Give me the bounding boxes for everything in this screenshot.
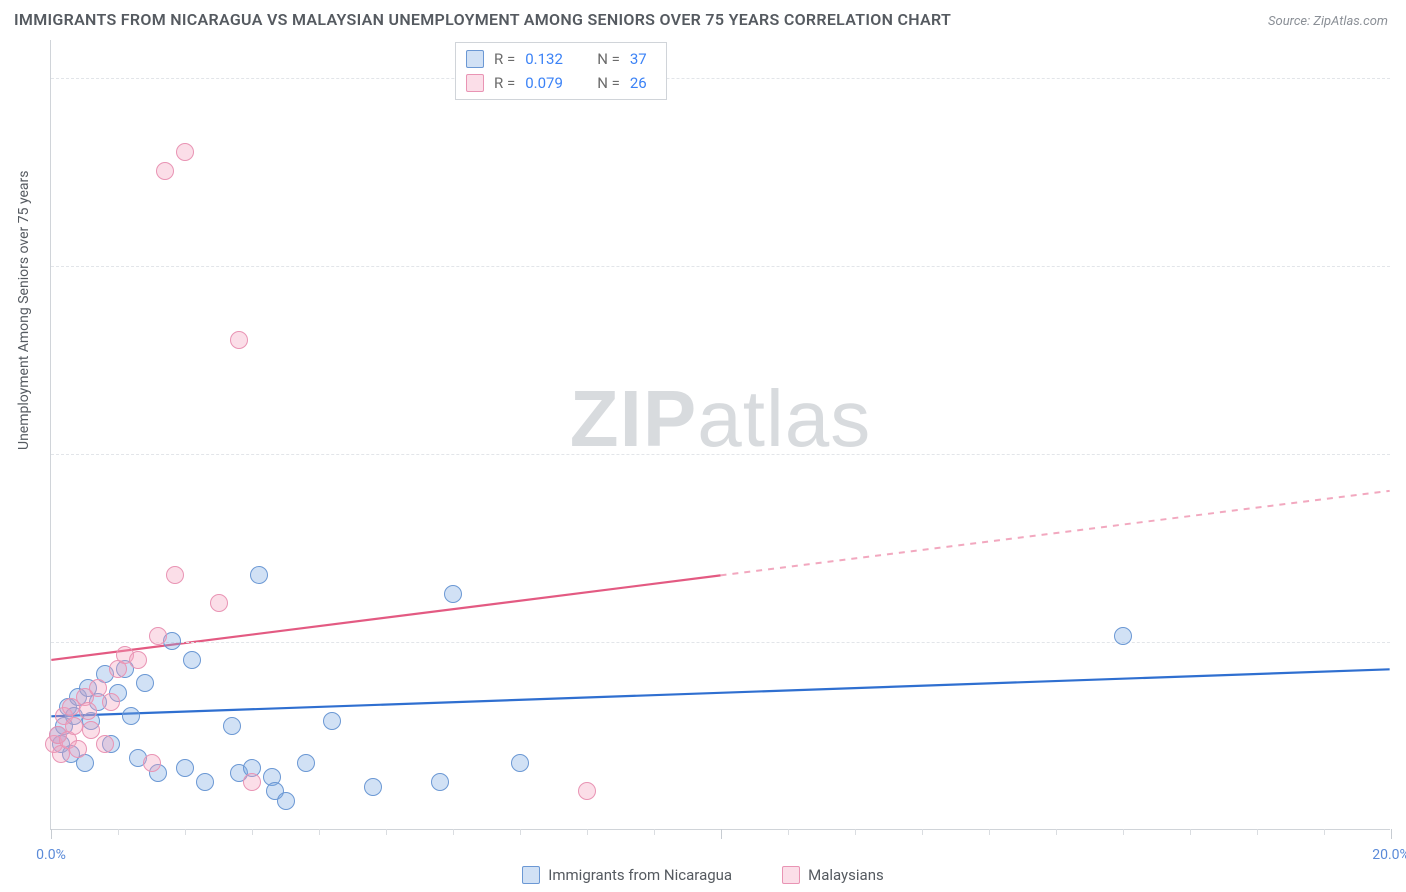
data-point-malaysians xyxy=(210,594,228,612)
legend-row-nicaragua: R = 0.132 N = 37 xyxy=(466,47,656,71)
x-tick-label: 20.0% xyxy=(1372,847,1406,863)
x-tick-minor xyxy=(654,829,655,835)
x-tick-minor xyxy=(252,829,253,835)
data-point-malaysians xyxy=(69,740,87,758)
x-tick-minor xyxy=(1257,829,1258,835)
x-tick-major xyxy=(1391,829,1392,839)
n-label: N = xyxy=(597,47,620,71)
series-legend: Immigrants from Nicaragua Malaysians xyxy=(0,866,1406,884)
watermark-light: atlas xyxy=(697,374,871,463)
y-tick-label: 80.0% xyxy=(1394,70,1406,86)
n-label: N = xyxy=(597,71,620,95)
correlation-legend: R = 0.132 N = 37 R = 0.079 N = 26 xyxy=(455,42,667,100)
trend-lines xyxy=(51,40,1390,829)
data-point-malaysians xyxy=(129,651,147,669)
data-point-malaysians xyxy=(82,721,100,739)
source-attribution: Source: ZipAtlas.com xyxy=(1268,14,1388,29)
x-tick-minor xyxy=(855,829,856,835)
data-point-nicaragua xyxy=(196,773,214,791)
data-point-malaysians xyxy=(166,566,184,584)
x-tick-minor xyxy=(1190,829,1191,835)
x-tick-minor xyxy=(788,829,789,835)
data-point-malaysians xyxy=(143,754,161,772)
data-point-nicaragua xyxy=(511,754,529,772)
y-tick-label: 60.0% xyxy=(1394,258,1406,274)
legend-item-malaysians: Malaysians xyxy=(782,866,884,884)
data-point-nicaragua xyxy=(250,566,268,584)
data-point-malaysians xyxy=(149,627,167,645)
data-point-nicaragua xyxy=(176,759,194,777)
legend-row-malaysians: R = 0.079 N = 26 xyxy=(466,71,656,95)
n-value: 26 xyxy=(630,71,656,95)
x-tick-minor xyxy=(118,829,119,835)
data-point-malaysians xyxy=(96,735,114,753)
data-point-nicaragua xyxy=(277,792,295,810)
data-point-nicaragua xyxy=(323,712,341,730)
x-tick-minor xyxy=(989,829,990,835)
x-tick-minor xyxy=(319,829,320,835)
legend-swatch xyxy=(782,866,800,884)
data-point-malaysians xyxy=(89,679,107,697)
watermark-bold: ZIP xyxy=(570,374,697,463)
y-axis-label: Unemployment Among Seniors over 75 years xyxy=(16,171,32,451)
plot-area: ZIPatlas 20.0%40.0%60.0%80.0%0.0%20.0% xyxy=(50,40,1390,830)
x-tick-minor xyxy=(520,829,521,835)
x-tick-minor xyxy=(1056,829,1057,835)
r-value: 0.132 xyxy=(525,47,581,71)
n-value: 37 xyxy=(630,47,656,71)
watermark: ZIPatlas xyxy=(570,373,871,465)
data-point-nicaragua xyxy=(122,707,140,725)
r-value: 0.079 xyxy=(525,71,581,95)
trendline-nicaragua xyxy=(51,669,1389,716)
data-point-nicaragua xyxy=(444,585,462,603)
data-point-malaysians xyxy=(156,162,174,180)
trendline-malaysians xyxy=(51,575,720,660)
x-tick-major xyxy=(51,829,52,839)
data-point-malaysians xyxy=(65,717,83,735)
gridline xyxy=(51,266,1390,267)
gridline xyxy=(51,454,1390,455)
data-point-nicaragua xyxy=(431,773,449,791)
legend-swatch xyxy=(466,50,484,68)
x-tick-major xyxy=(721,829,722,839)
data-point-nicaragua xyxy=(136,674,154,692)
data-point-nicaragua xyxy=(364,778,382,796)
trendline-dashed-malaysians xyxy=(721,491,1390,576)
data-point-malaysians xyxy=(176,143,194,161)
data-point-malaysians xyxy=(578,782,596,800)
legend-label: Immigrants from Nicaragua xyxy=(548,866,732,884)
data-point-nicaragua xyxy=(183,651,201,669)
data-point-malaysians xyxy=(102,693,120,711)
x-tick-minor xyxy=(922,829,923,835)
x-tick-minor xyxy=(1123,829,1124,835)
x-tick-minor xyxy=(1324,829,1325,835)
legend-item-nicaragua: Immigrants from Nicaragua xyxy=(522,866,732,884)
y-tick-label: 20.0% xyxy=(1394,634,1406,650)
r-label: R = xyxy=(494,47,515,71)
gridline xyxy=(51,642,1390,643)
data-point-malaysians xyxy=(79,702,97,720)
y-tick-label: 40.0% xyxy=(1394,446,1406,462)
legend-swatch xyxy=(466,74,484,92)
x-tick-minor xyxy=(386,829,387,835)
data-point-nicaragua xyxy=(297,754,315,772)
x-tick-label: 0.0% xyxy=(36,847,66,863)
chart-title: IMMIGRANTS FROM NICARAGUA VS MALAYSIAN U… xyxy=(14,10,951,29)
data-point-nicaragua xyxy=(223,717,241,735)
data-point-malaysians xyxy=(243,773,261,791)
gridline xyxy=(51,78,1390,79)
data-point-nicaragua xyxy=(1114,627,1132,645)
legend-label: Malaysians xyxy=(808,866,884,884)
x-tick-minor xyxy=(453,829,454,835)
r-label: R = xyxy=(494,71,515,95)
data-point-malaysians xyxy=(230,331,248,349)
x-tick-minor xyxy=(587,829,588,835)
legend-swatch xyxy=(522,866,540,884)
x-tick-minor xyxy=(185,829,186,835)
